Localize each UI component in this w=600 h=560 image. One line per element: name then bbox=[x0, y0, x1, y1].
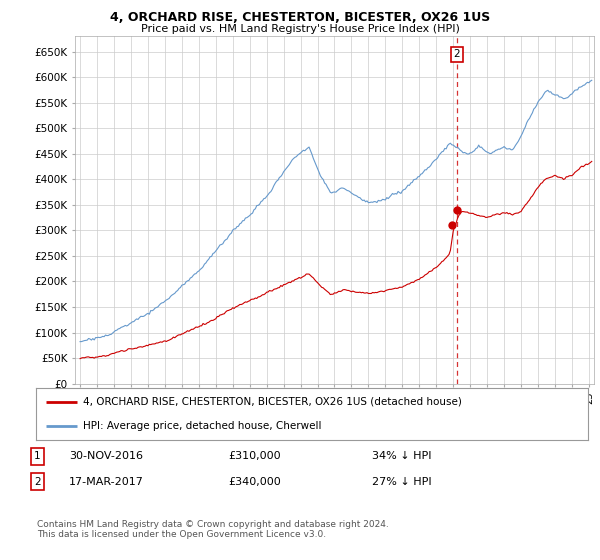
Text: 17-MAR-2017: 17-MAR-2017 bbox=[69, 477, 144, 487]
Text: Price paid vs. HM Land Registry's House Price Index (HPI): Price paid vs. HM Land Registry's House … bbox=[140, 24, 460, 34]
Text: 30-NOV-2016: 30-NOV-2016 bbox=[69, 451, 143, 461]
Text: Contains HM Land Registry data © Crown copyright and database right 2024.
This d: Contains HM Land Registry data © Crown c… bbox=[37, 520, 389, 539]
Text: £340,000: £340,000 bbox=[228, 477, 281, 487]
Text: 1: 1 bbox=[34, 451, 41, 461]
Text: 27% ↓ HPI: 27% ↓ HPI bbox=[372, 477, 431, 487]
Text: 4, ORCHARD RISE, CHESTERTON, BICESTER, OX26 1US (detached house): 4, ORCHARD RISE, CHESTERTON, BICESTER, O… bbox=[83, 397, 462, 407]
Text: 4, ORCHARD RISE, CHESTERTON, BICESTER, OX26 1US: 4, ORCHARD RISE, CHESTERTON, BICESTER, O… bbox=[110, 11, 490, 24]
Text: 2: 2 bbox=[34, 477, 41, 487]
Text: 34% ↓ HPI: 34% ↓ HPI bbox=[372, 451, 431, 461]
Text: 2: 2 bbox=[454, 49, 460, 59]
Text: HPI: Average price, detached house, Cherwell: HPI: Average price, detached house, Cher… bbox=[83, 421, 322, 431]
Text: £310,000: £310,000 bbox=[228, 451, 281, 461]
